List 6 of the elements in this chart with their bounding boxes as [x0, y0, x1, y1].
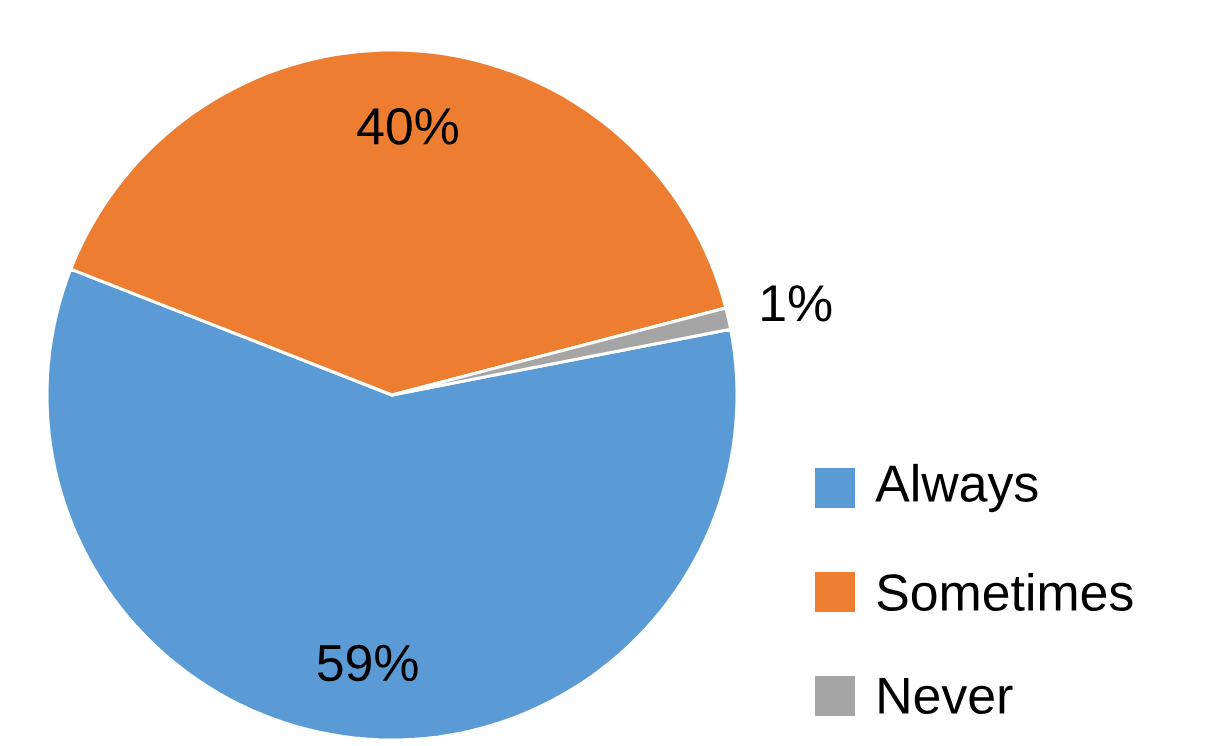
legend-label: Never [879, 677, 1013, 715]
data-label: 59% [317, 644, 418, 682]
data-label: 40% [357, 108, 458, 145]
legend-label: Sometimes [877, 572, 1133, 612]
data-label: 1% [762, 285, 832, 322]
legend-label: Always [875, 463, 1038, 513]
